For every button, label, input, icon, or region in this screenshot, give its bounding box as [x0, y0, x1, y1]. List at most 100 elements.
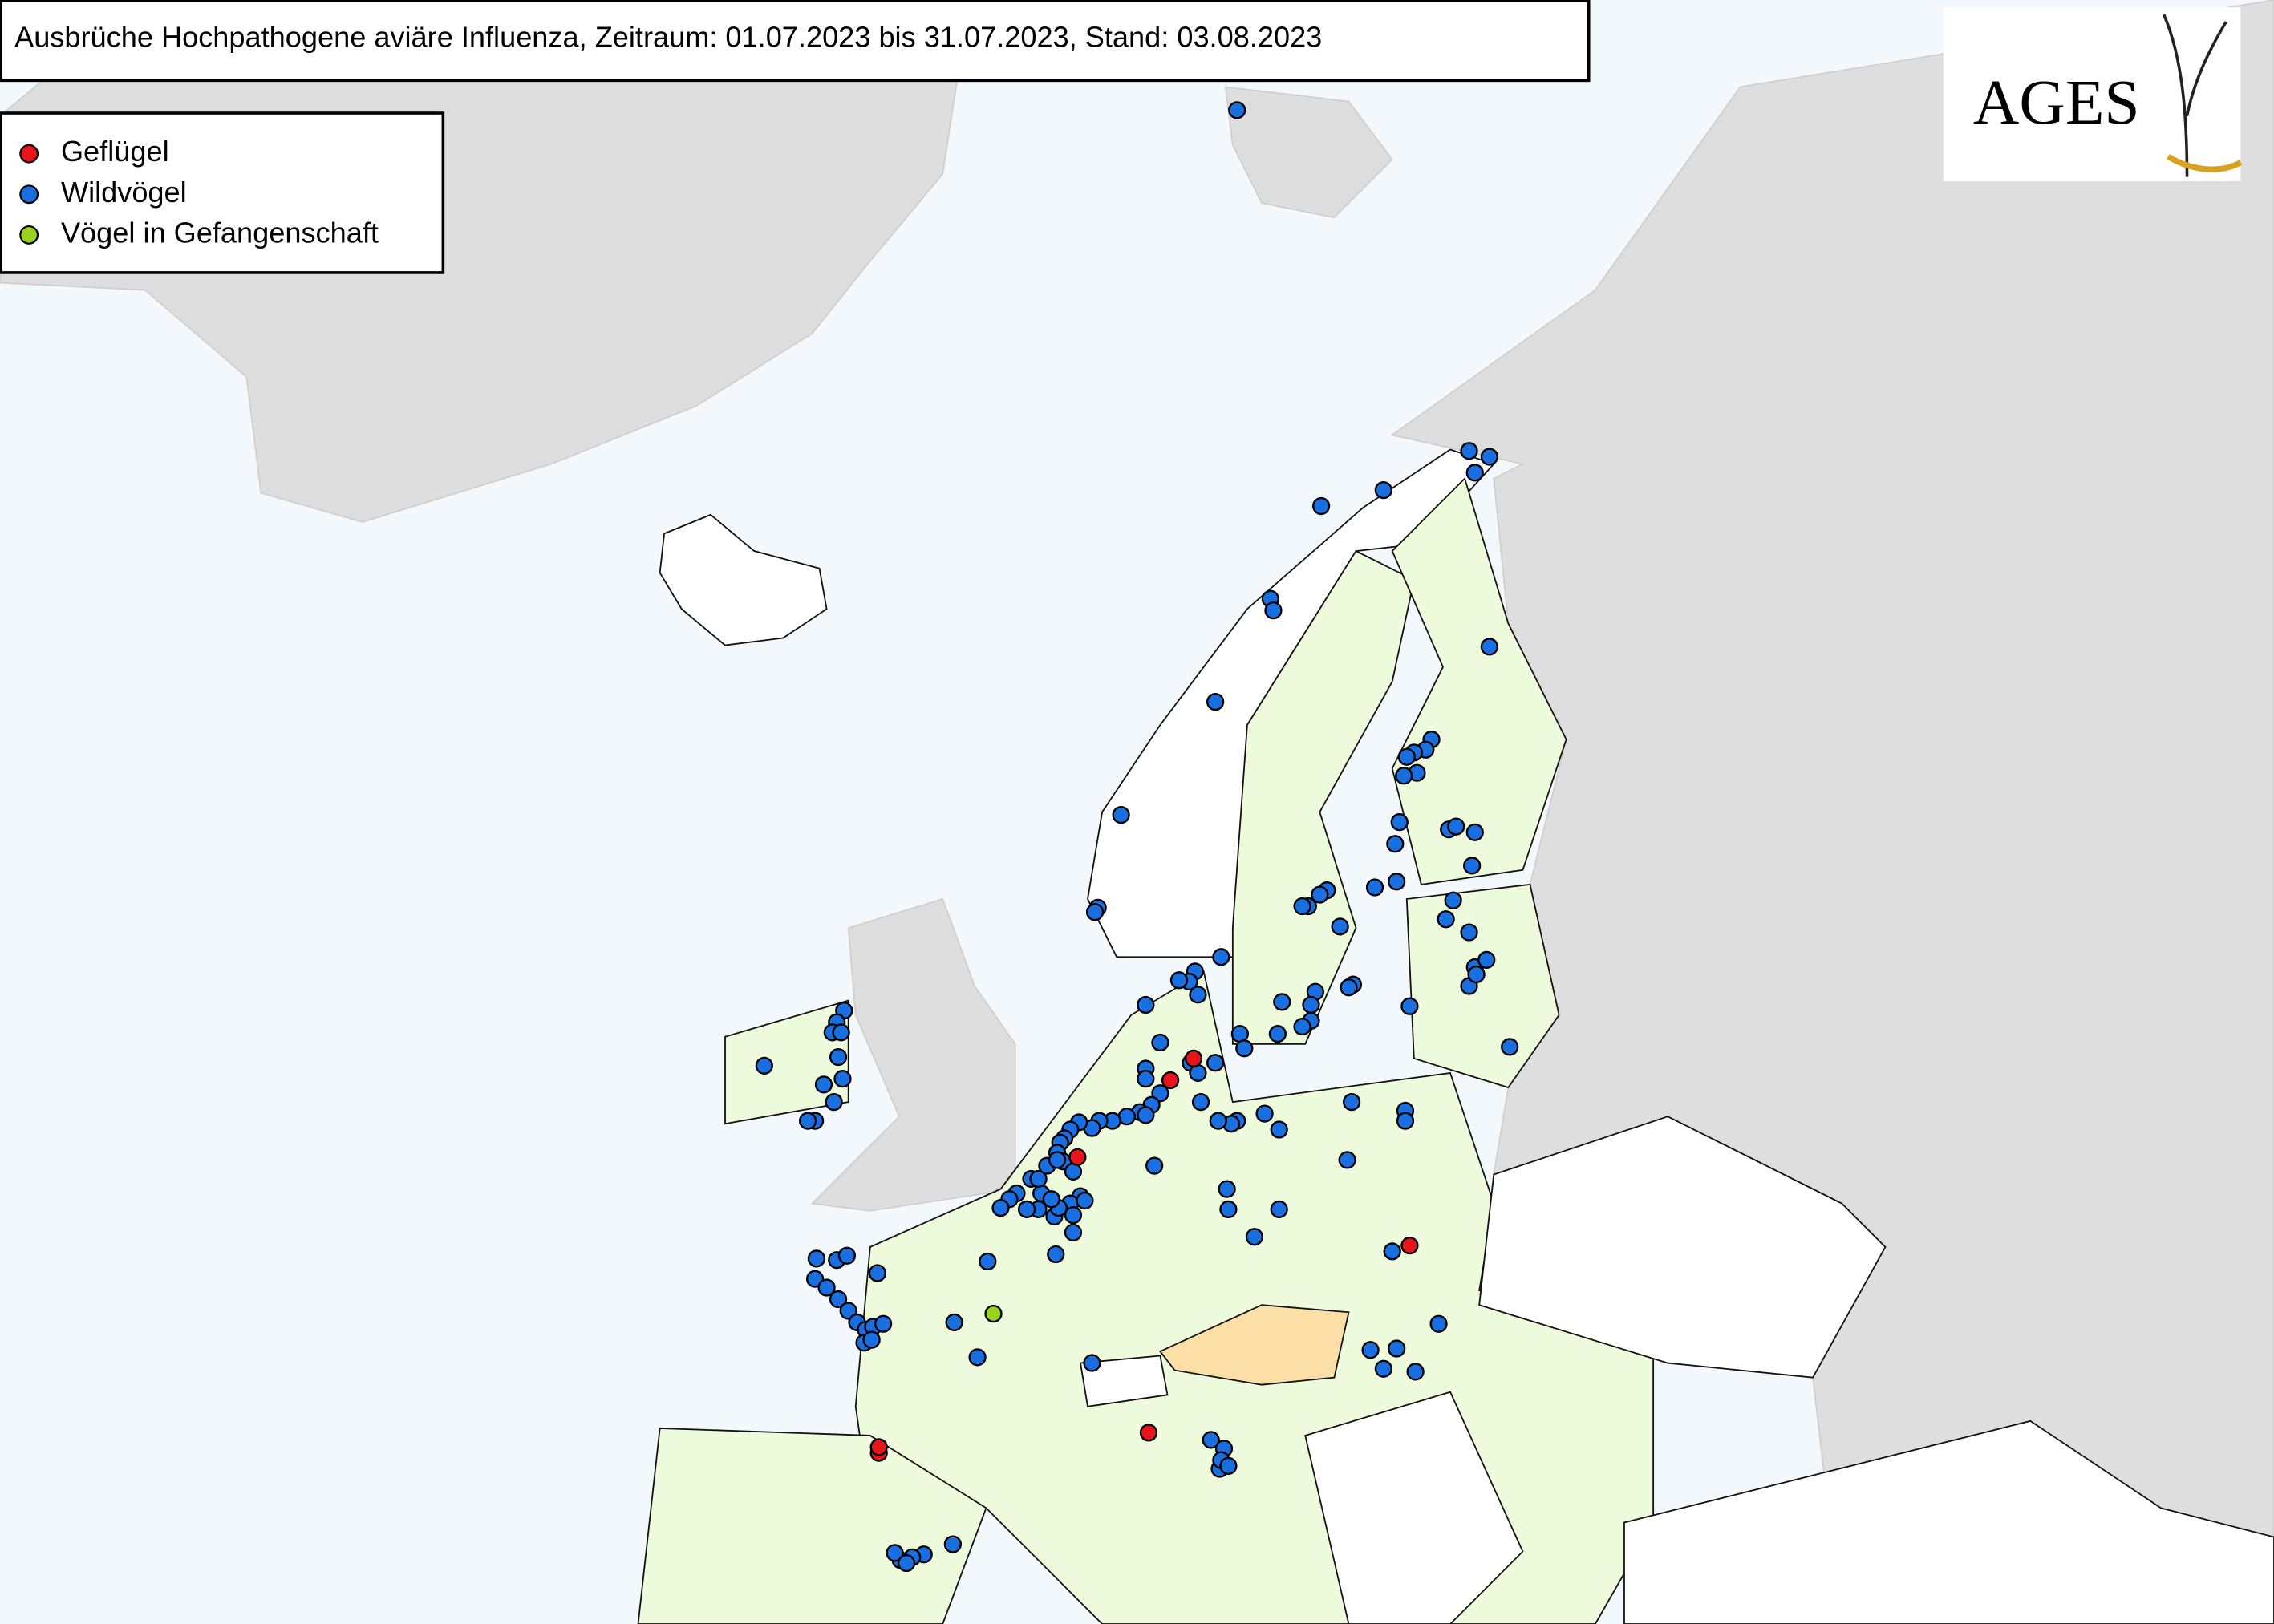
- outbreak-marker: [1383, 1242, 1401, 1261]
- outbreak-marker: [1331, 917, 1349, 936]
- outbreak-marker: [868, 1264, 886, 1282]
- outbreak-marker: [825, 1092, 843, 1112]
- outbreak-marker: [817, 1278, 836, 1297]
- outbreak-marker: [1085, 903, 1105, 921]
- legend-marker: [19, 225, 39, 245]
- outbreak-marker: [1112, 805, 1130, 824]
- outbreak-marker: [1191, 1092, 1210, 1112]
- outbreak-marker: [1501, 1038, 1519, 1056]
- outbreak-marker: [1245, 1228, 1264, 1246]
- outbreak-marker: [1151, 1033, 1169, 1052]
- baltics: [1405, 883, 1560, 1089]
- outbreak-marker: [1465, 823, 1484, 841]
- svalbard: [1224, 86, 1393, 219]
- outbreak-marker: [1302, 995, 1320, 1014]
- outbreak-marker: [1388, 873, 1406, 891]
- ukraine: [1478, 1116, 1887, 1379]
- switzerland: [1079, 1355, 1169, 1407]
- outbreak-marker: [1064, 1162, 1083, 1181]
- outbreak-marker: [862, 1330, 881, 1349]
- logo-swoosh: [2167, 154, 2243, 172]
- outbreak-marker: [1270, 1200, 1288, 1219]
- outbreak-marker: [1145, 1156, 1164, 1175]
- legend-box: [0, 111, 445, 274]
- outbreak-marker: [1219, 1456, 1238, 1476]
- outbreak-marker: [1477, 950, 1496, 970]
- outbreak-marker: [807, 1249, 826, 1268]
- outbreak-marker: [1480, 448, 1498, 466]
- outbreak-marker: [1390, 813, 1409, 832]
- outbreak-marker: [755, 1056, 773, 1075]
- legend-label: Wildvögel: [61, 176, 187, 209]
- outbreak-marker: [1228, 101, 1246, 119]
- outbreak-marker: [1465, 464, 1484, 482]
- outbreak-marker: [805, 1270, 825, 1288]
- outbreak-marker: [833, 1070, 852, 1088]
- iceland: [659, 513, 828, 646]
- outbreak-marker: [1365, 878, 1384, 897]
- legend-marker: [19, 184, 39, 205]
- outbreak-marker: [1444, 891, 1462, 909]
- outbreak-marker: [1184, 1049, 1203, 1067]
- outbreak-marker: [1161, 1071, 1180, 1090]
- outbreak-marker: [1169, 971, 1189, 990]
- outbreak-marker: [1397, 747, 1416, 766]
- outbreak-marker: [1189, 1063, 1207, 1083]
- outbreak-marker: [1338, 1151, 1356, 1169]
- outbreak-markers: [755, 101, 1519, 1573]
- outbreak-marker: [1268, 1025, 1287, 1043]
- outbreak-marker: [1189, 986, 1207, 1004]
- outbreak-marker: [1202, 1431, 1220, 1449]
- outbreak-marker: [979, 1252, 997, 1271]
- outbreak-marker: [1042, 1190, 1060, 1209]
- outbreak-marker: [1406, 1363, 1425, 1381]
- outbreak-marker: [1139, 1424, 1158, 1442]
- outbreak-marker: [1017, 1200, 1036, 1219]
- outbreak-marker: [869, 1438, 888, 1456]
- outbreak-marker: [1206, 692, 1225, 711]
- outbreak-marker: [1460, 442, 1478, 460]
- outbreak-marker: [1293, 897, 1311, 916]
- legend-label: Vögel in Gefangenschaft: [61, 216, 379, 249]
- outbreak-marker: [839, 1302, 857, 1320]
- outbreak-marker: [1480, 638, 1498, 656]
- iberia: [637, 1427, 987, 1624]
- outbreak-marker: [1117, 1108, 1136, 1126]
- sweden: [1231, 549, 1415, 1045]
- outbreak-marker: [1374, 1359, 1392, 1378]
- outbreak-marker: [1064, 1206, 1083, 1225]
- outbreak-marker: [1340, 978, 1358, 997]
- outbreak-marker: [1219, 1200, 1238, 1219]
- outbreak-marker: [798, 1112, 817, 1130]
- outbreak-marker: [1083, 1354, 1101, 1372]
- turkey: [1623, 1419, 2274, 1624]
- outbreak-marker: [1400, 1236, 1419, 1255]
- outbreak-marker: [1064, 1223, 1083, 1241]
- outbreak-marker: [837, 1246, 857, 1265]
- outbreak-marker: [1467, 965, 1486, 984]
- outbreak-marker: [1374, 480, 1392, 500]
- outbreak-marker: [1137, 995, 1155, 1014]
- outbreak-marker: [1151, 1084, 1169, 1103]
- outbreak-marker: [945, 1313, 963, 1332]
- outbreak-marker: [1212, 948, 1230, 966]
- outbreak-marker: [1396, 1112, 1415, 1130]
- outbreak-marker: [1400, 997, 1419, 1015]
- ireland: [724, 999, 849, 1125]
- outbreak-marker: [1029, 1169, 1048, 1189]
- outbreak-marker: [991, 1198, 1010, 1217]
- austria: [1159, 1304, 1350, 1386]
- outbreak-marker: [1386, 835, 1405, 853]
- outbreak-marker: [874, 1314, 893, 1333]
- title: Ausbrüche Hochpathogene aviäre Influenza…: [14, 20, 1322, 53]
- outbreak-marker: [1342, 1092, 1361, 1112]
- outbreak-marker: [1429, 1314, 1448, 1333]
- outbreak-marker: [968, 1348, 987, 1367]
- outbreak-marker: [1293, 1017, 1311, 1036]
- outbreak-marker: [814, 1075, 833, 1094]
- outbreak-marker: [1235, 1039, 1254, 1058]
- finland: [1391, 476, 1567, 885]
- outbreak-marker: [1047, 1245, 1065, 1264]
- outbreak-marker: [1437, 910, 1455, 929]
